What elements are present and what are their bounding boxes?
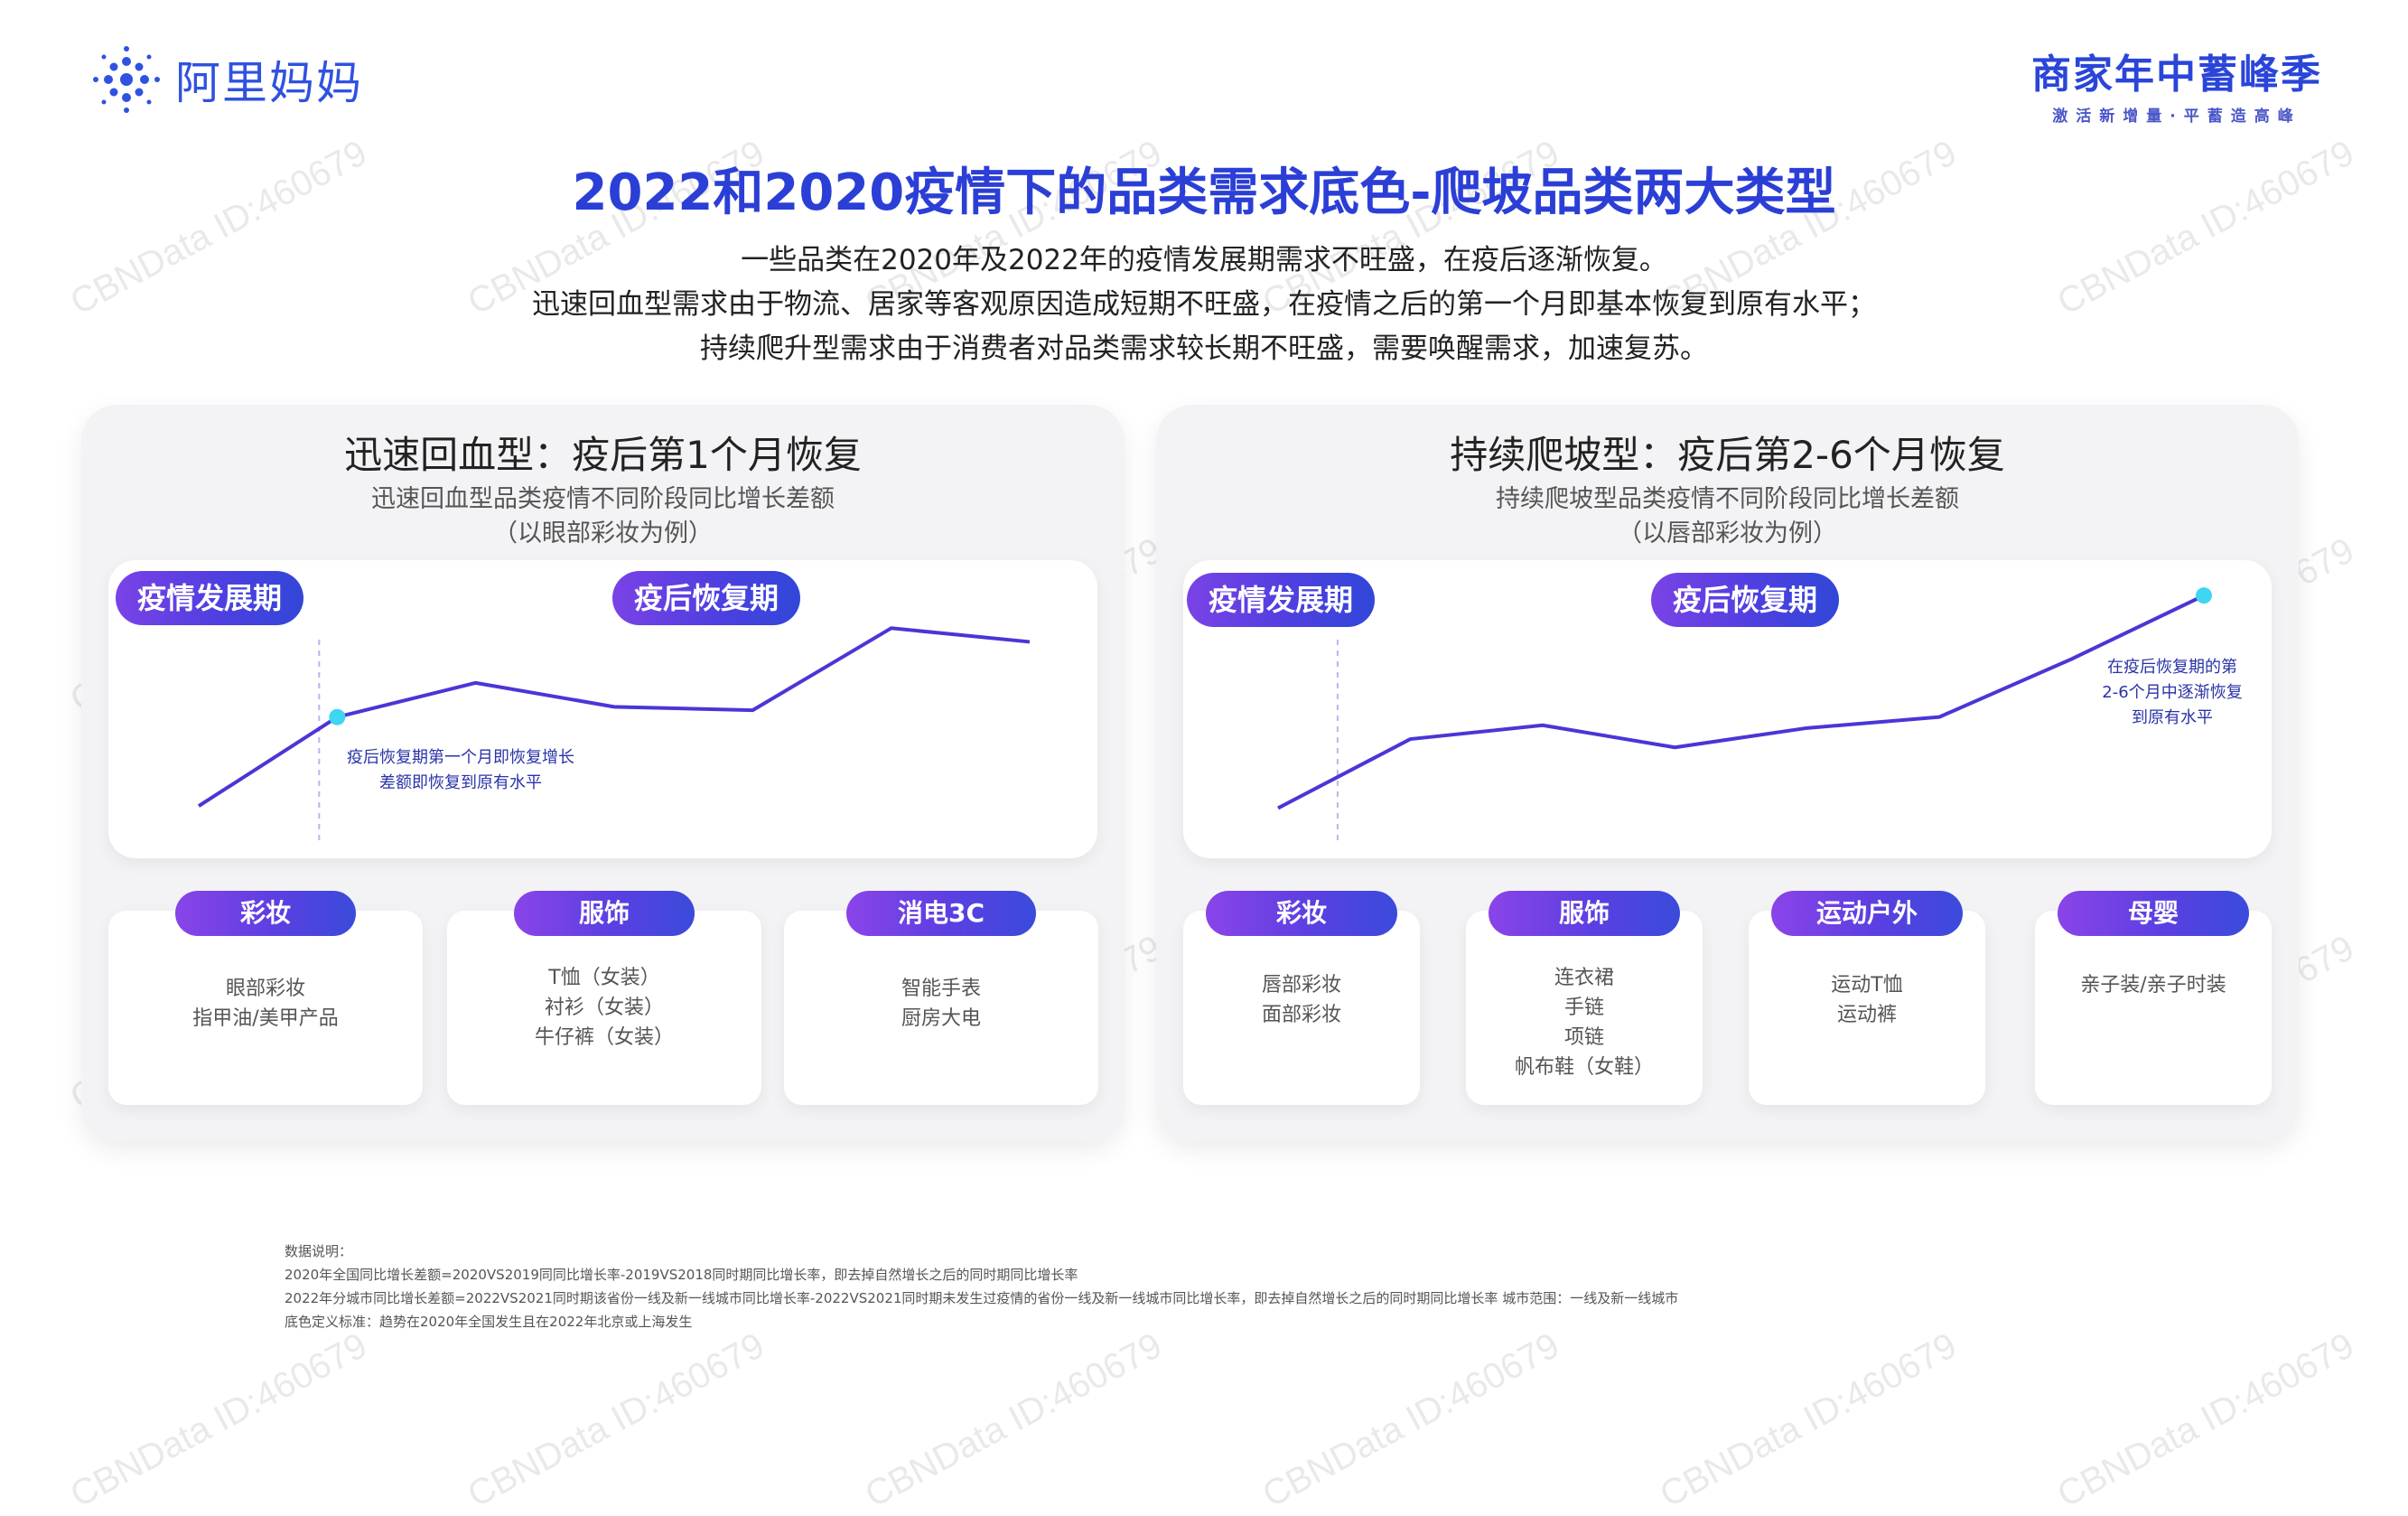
series-line bbox=[1277, 594, 2205, 810]
panel-steady-climb: 持续爬坡型：疫后第2-6个月恢复 持续爬坡型品类疫情不同阶段同比增长差额 （以唇… bbox=[1156, 405, 2299, 1141]
footnote-line: 2022年分城市同比增长差额=2022VS2021同时期该省份一线及新一线城市同… bbox=[285, 1290, 1679, 1306]
chart-annotation: 在疫后恢复期的第 2-6个月中逐渐恢复 到原有水平 bbox=[2086, 655, 2258, 731]
panel-quick-recovery: 迅速回血型：疫后第1个月恢复 迅速回血型品类疫情不同阶段同比增长差额 （以眼部彩… bbox=[81, 405, 1125, 1141]
intro-line: 迅速回血型需求由于物流、居家等客观原因造成短期不旺盛，在疫情之后的第一个月即基本… bbox=[532, 288, 1876, 321]
category-card: 运动T恤 运动裤 bbox=[1749, 911, 1985, 1105]
category-item: 连衣裙 bbox=[1554, 967, 1614, 989]
page-title: 2022和2020疫情下的品类需求底色-爬坡品类两大类型 bbox=[572, 164, 1836, 222]
category-pill: 彩妆 bbox=[1206, 891, 1397, 936]
annotation-line: 差额即恢复到原有水平 bbox=[379, 773, 542, 792]
category-item: 项链 bbox=[1563, 1026, 1604, 1049]
category-card: 唇部彩妆 面部彩妆 bbox=[1183, 911, 1420, 1105]
phase-pill-epidemic: 疫情发展期 bbox=[1187, 573, 1376, 627]
category-card: 连衣裙 手链 项链 帆布鞋（女鞋） bbox=[1466, 911, 1703, 1105]
annotation-line: 疫后恢复期第一个月即恢复增长 bbox=[347, 748, 574, 767]
category-item: 厨房大电 bbox=[901, 1007, 981, 1030]
category-pill: 母婴 bbox=[2058, 891, 2249, 936]
category-item: 指甲油/美甲产品 bbox=[192, 1007, 339, 1030]
annotation-line: 2-6个月中逐渐恢复 bbox=[2102, 683, 2243, 702]
category-item: 运动T恤 bbox=[1831, 974, 1903, 997]
highlight-point bbox=[329, 708, 346, 725]
category-item: 运动裤 bbox=[1836, 1004, 1897, 1026]
event-title: 商家年中蓄峰季 bbox=[2031, 51, 2322, 98]
category-card: 亲子装/亲子时装 bbox=[2035, 911, 2272, 1105]
footnote-line: 数据说明： bbox=[285, 1243, 353, 1259]
category-item: 亲子装/亲子时装 bbox=[2080, 974, 2226, 997]
category-pill: 彩妆 bbox=[175, 891, 356, 936]
watermark-text: CBNData ID:460679 bbox=[1653, 1325, 1964, 1516]
category-items: 唇部彩妆 面部彩妆 bbox=[1183, 970, 1420, 1030]
watermark-text: CBNData ID:460679 bbox=[858, 1325, 1169, 1516]
event-logo: 商家年中蓄峰季 激活新增量·平蓄造高峰 bbox=[2031, 42, 2322, 126]
brand-logo: 阿里妈妈 bbox=[90, 43, 363, 116]
category-pill: 运动户外 bbox=[1771, 891, 1963, 936]
category-item: 手链 bbox=[1563, 997, 1604, 1019]
category-items: 智能手表 厨房大电 bbox=[784, 974, 1098, 1034]
watermark-text: CBNData ID:460679 bbox=[2050, 1325, 2361, 1516]
event-subtitle: 激活新增量·平蓄造高峰 bbox=[2052, 108, 2301, 126]
category-items: 亲子装/亲子时装 bbox=[2035, 970, 2272, 1000]
panel-example: （以眼部彩妆为例） bbox=[493, 519, 713, 547]
category-item: 牛仔裤（女装） bbox=[534, 1026, 674, 1049]
line-chart bbox=[1277, 587, 2212, 845]
category-item: T恤（女装） bbox=[548, 967, 660, 989]
highlight-point bbox=[2196, 587, 2212, 604]
footnote-line: 底色定义标准：趋势在2020年全国发生且在2022年北京或上海发生 bbox=[285, 1314, 693, 1330]
phase-pill-recovery: 疫后恢复期 bbox=[1651, 573, 1840, 627]
line-chart bbox=[197, 626, 1031, 845]
category-card: 眼部彩妆 指甲油/美甲产品 bbox=[108, 911, 423, 1105]
category-card: 智能手表 厨房大电 bbox=[784, 911, 1098, 1105]
footnote-line: 2020年全国同比增长差额=2020VS2019同同比增长率-2019VS201… bbox=[285, 1267, 1078, 1283]
category-items: 连衣裙 手链 项链 帆布鞋（女鞋） bbox=[1466, 963, 1703, 1082]
category-items: 运动T恤 运动裤 bbox=[1749, 970, 1985, 1030]
series-line bbox=[197, 626, 1031, 808]
brand-dots-icon bbox=[93, 46, 160, 113]
phase-pill-epidemic: 疫情发展期 bbox=[116, 571, 304, 625]
category-item: 唇部彩妆 bbox=[1261, 974, 1341, 997]
watermark-text: CBNData ID:460679 bbox=[461, 1325, 771, 1516]
category-item: 智能手表 bbox=[901, 978, 981, 1000]
category-item: 衬衫（女装） bbox=[544, 997, 664, 1019]
category-card: T恤（女装） 衬衫（女装） 牛仔裤（女装） bbox=[447, 911, 761, 1105]
footnote: 数据说明： 2020年全国同比增长差额=2020VS2019同同比增长率-201… bbox=[285, 1240, 1678, 1334]
category-item: 面部彩妆 bbox=[1261, 1004, 1341, 1026]
category-item: 眼部彩妆 bbox=[225, 978, 305, 1000]
watermark-text: CBNData ID:460679 bbox=[63, 1325, 374, 1516]
intro-line: 持续爬升型需求由于消费者对品类需求较长期不旺盛，需要唤醒需求，加速复苏。 bbox=[700, 332, 1708, 365]
intro-line: 一些品类在2020年及2022年的疫情发展期需求不旺盛，在疫后逐渐恢复。 bbox=[741, 244, 1667, 276]
category-items: 眼部彩妆 指甲油/美甲产品 bbox=[108, 974, 423, 1034]
category-pill: 服饰 bbox=[1489, 891, 1680, 936]
panel-example: （以唇部彩妆为例） bbox=[1618, 519, 1837, 547]
phase-pill-recovery: 疫后恢复期 bbox=[612, 571, 801, 625]
annotation-line: 到原有水平 bbox=[2132, 708, 2213, 727]
panel-title: 迅速回血型：疫后第1个月恢复 bbox=[344, 433, 862, 477]
category-pill: 服饰 bbox=[514, 891, 695, 936]
panel-title: 持续爬坡型：疫后第2-6个月恢复 bbox=[1450, 433, 2005, 477]
category-items: T恤（女装） 衬衫（女装） 牛仔裤（女装） bbox=[447, 963, 761, 1053]
watermark-text: CBNData ID:460679 bbox=[1255, 1325, 1566, 1516]
chart-annotation: 疫后恢复期第一个月即恢复增长 差额即恢复到原有水平 bbox=[325, 745, 596, 796]
annotation-line: 在疫后恢复期的第 bbox=[2107, 658, 2237, 677]
category-item: 帆布鞋（女鞋） bbox=[1514, 1056, 1654, 1079]
panel-subtitle: 迅速回血型品类疫情不同阶段同比增长差额 bbox=[371, 485, 835, 513]
panel-subtitle: 持续爬坡型品类疫情不同阶段同比增长差额 bbox=[1496, 485, 1959, 513]
brand-name: 阿里妈妈 bbox=[175, 57, 363, 109]
chart-card: 疫情发展期 疫后恢复期 在疫后恢复期的第 2-6个月中逐渐恢复 到原有水平 bbox=[1183, 560, 2272, 858]
category-pill: 消电3C bbox=[846, 891, 1036, 936]
chart-card: 疫情发展期 疫后恢复期 疫后恢复期第一个月即恢复增长 差额即恢复到原有水平 bbox=[108, 560, 1097, 858]
